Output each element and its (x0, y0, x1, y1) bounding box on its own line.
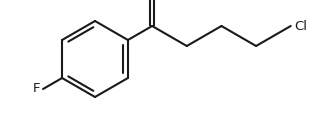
Text: F: F (33, 83, 40, 96)
Text: Cl: Cl (295, 20, 308, 33)
